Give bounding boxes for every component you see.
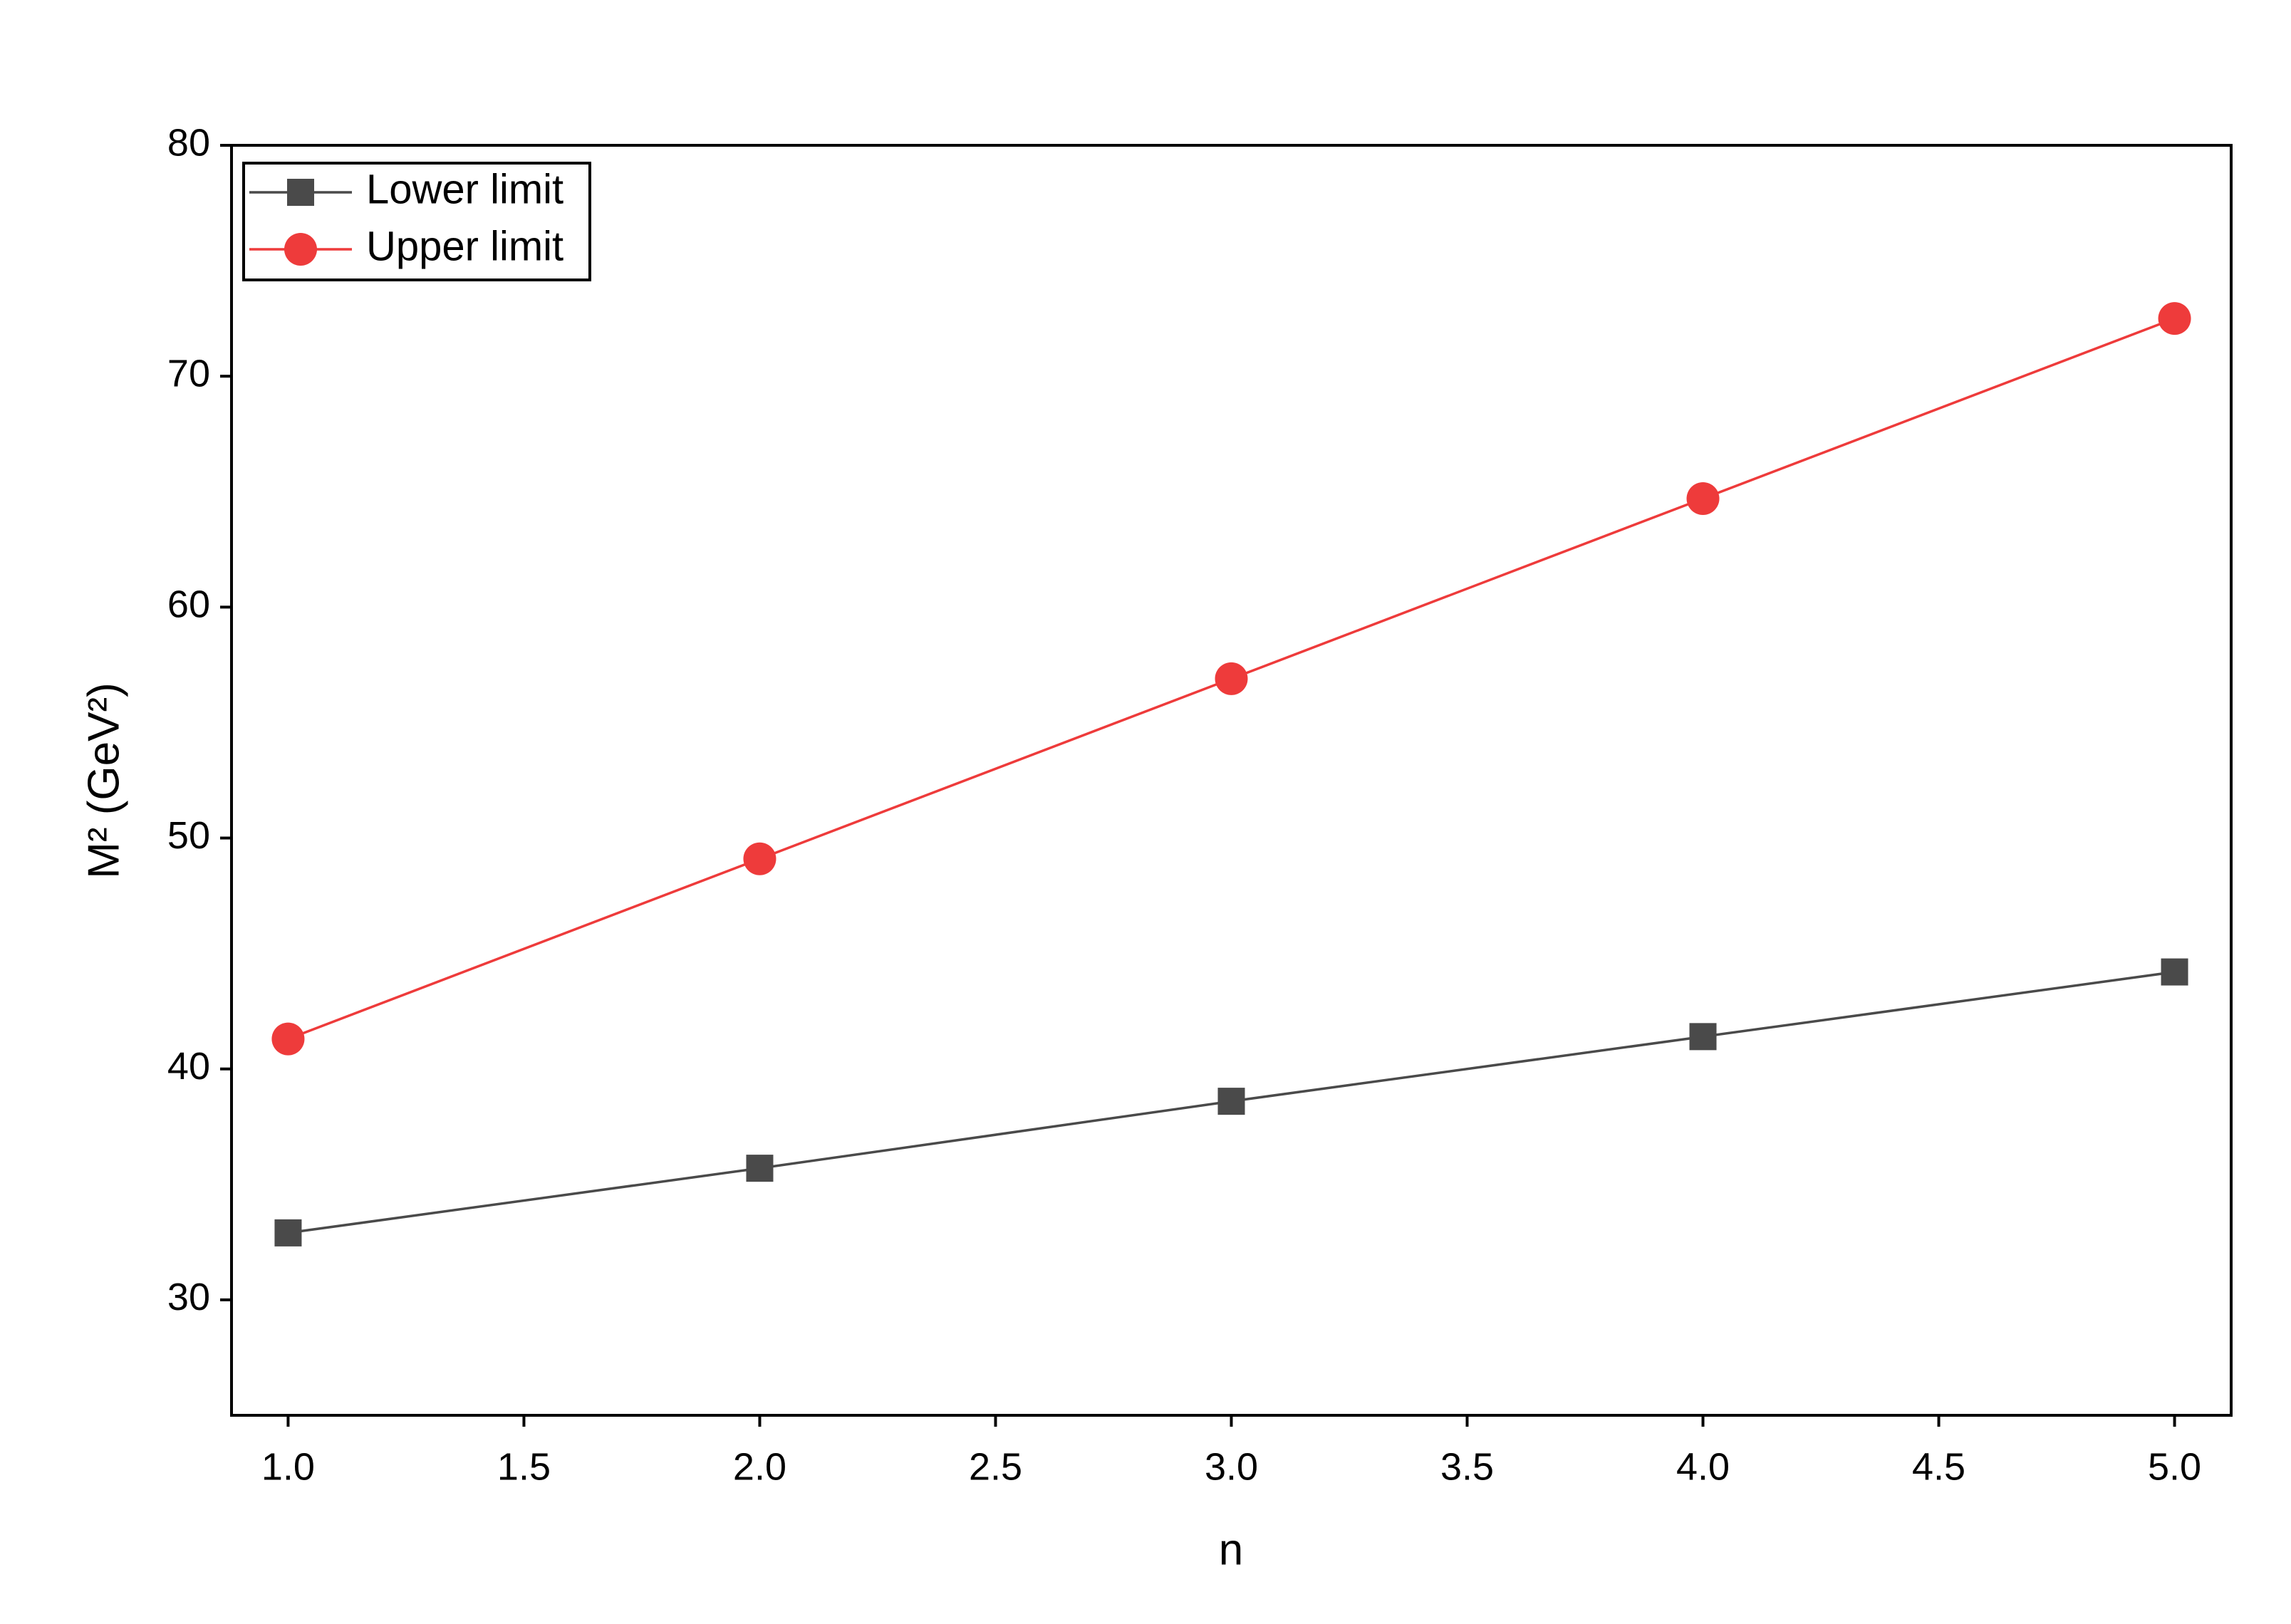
x-tick-label: 4.5	[1912, 1445, 1965, 1488]
x-tick-label: 2.0	[733, 1445, 786, 1488]
marker	[2161, 958, 2188, 986]
marker	[1215, 662, 1248, 695]
plot-frame	[230, 144, 2233, 1417]
marker	[1686, 482, 1720, 515]
legend-label: Lower limit	[366, 166, 563, 212]
legend-marker	[284, 233, 317, 266]
x-tick-label: 4.0	[1676, 1445, 1730, 1488]
marker	[1689, 1023, 1717, 1051]
y-tick-label: 80	[167, 121, 210, 164]
x-tick-label: 2.5	[969, 1445, 1022, 1488]
y-tick-label: 40	[167, 1045, 210, 1088]
y-tick-label: 70	[167, 352, 210, 395]
x-tick-label: 5.0	[2148, 1445, 2201, 1488]
x-tick-label: 1.5	[497, 1445, 551, 1488]
marker	[743, 842, 776, 875]
marker	[2158, 302, 2191, 335]
marker	[274, 1219, 302, 1246]
y-tick-label: 50	[167, 814, 210, 857]
marker	[1217, 1088, 1245, 1115]
marker	[746, 1155, 774, 1182]
y-tick-label: 30	[167, 1276, 210, 1318]
x-tick-label: 3.0	[1205, 1445, 1258, 1488]
marker	[271, 1022, 305, 1056]
legend-label: Upper limit	[366, 223, 563, 269]
legend-marker	[287, 179, 314, 206]
x-axis-title: n	[1219, 1525, 1243, 1574]
y-tick-label: 60	[167, 583, 210, 626]
x-tick-label: 3.5	[1440, 1445, 1494, 1488]
y-axis-title: M² (GeV²)	[79, 682, 128, 879]
x-tick-label: 1.0	[261, 1445, 315, 1488]
